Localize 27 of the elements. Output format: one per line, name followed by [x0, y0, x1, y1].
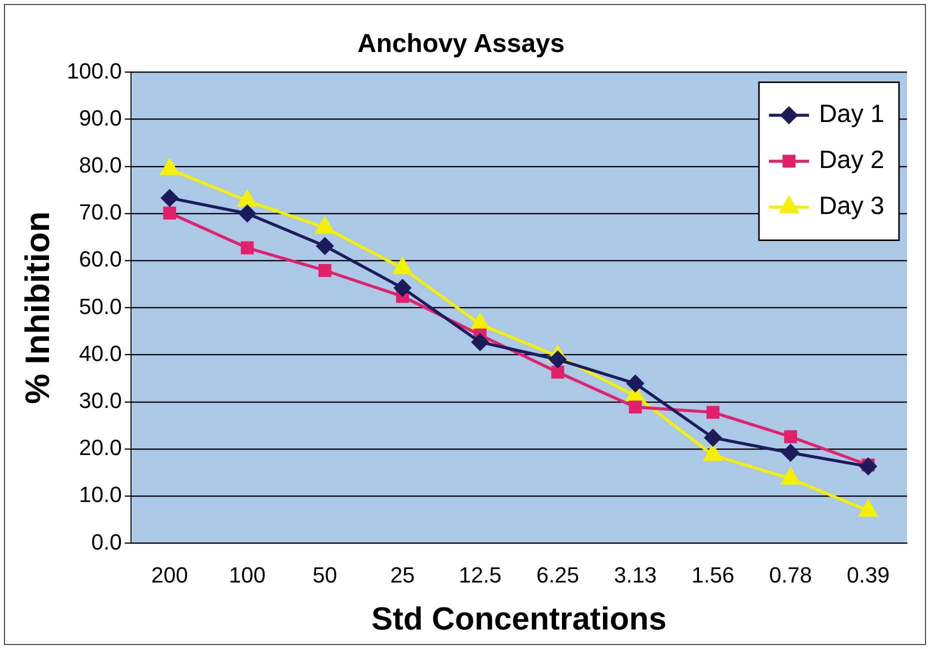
x-tick-label: 12.5	[458, 562, 502, 588]
x-tick-label: 25	[390, 562, 415, 588]
x-tick-label: 6.25	[536, 562, 580, 588]
y-tick-label: 30.0	[79, 388, 122, 413]
x-tick-label: 1.56	[692, 562, 734, 588]
legend-label: Day 3	[819, 192, 884, 220]
y-tick-label: 80.0	[79, 152, 122, 178]
legend-label: Day 1	[819, 100, 884, 128]
y-tick-label: 70.0	[79, 200, 122, 225]
x-tick-label: 200	[151, 562, 188, 588]
y-tick-label: 40.0	[79, 340, 122, 366]
y-tick-label: 60.0	[79, 246, 122, 272]
x-tick-label: 0.78	[769, 562, 812, 588]
x-tick-label: 100	[228, 562, 266, 588]
y-tick-label: 90.0	[79, 105, 122, 130]
y-tick-label: 100.0	[66, 58, 122, 84]
y-tick-label: 10.0	[79, 482, 122, 508]
x-tick-label: 0.39	[846, 562, 890, 588]
x-tick-label: 3.13	[614, 562, 657, 588]
x-axis-title: Std Concentrations	[371, 600, 666, 637]
y-axis-title: % Inhibition	[18, 211, 57, 404]
y-tick-label: 50.0	[79, 294, 122, 319]
y-tick-label: 0.0	[91, 529, 122, 554]
y-tick-label: 20.0	[79, 435, 122, 460]
chart-title: Anchovy Assays	[357, 28, 565, 58]
x-tick-label: 50	[312, 562, 338, 588]
legend-label: Day 2	[819, 146, 884, 174]
